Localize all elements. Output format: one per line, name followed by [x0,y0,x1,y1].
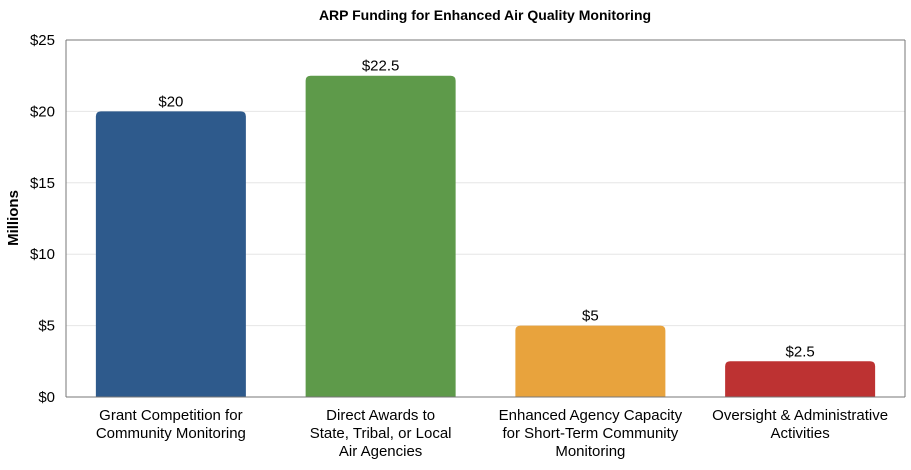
x-tick-label: Oversight & Administrative [712,407,888,424]
data-label: $22.5 [362,58,400,75]
chart-title: ARP Funding for Enhanced Air Quality Mon… [319,7,651,23]
x-tick-label: for Short-Term Community [502,425,678,442]
bar [305,75,456,397]
x-tick-label: Community Monitoring [96,425,246,442]
y-tick-label: $25 [30,32,55,49]
y-tick-label: $5 [38,318,55,335]
x-tick-label: Direct Awards to [326,407,435,424]
data-label: $20 [158,93,183,110]
x-tick-label: Air Agencies [339,443,422,460]
bar [515,325,666,397]
bar [725,361,876,397]
y-tick-label: $10 [30,246,55,263]
y-axis-label: Millions [5,190,22,246]
x-tick-label: Grant Competition for [99,407,242,424]
y-tick-label: $20 [30,103,55,120]
x-tick-label: Enhanced Agency Capacity [499,407,683,424]
x-tick-label: Monitoring [555,443,625,460]
x-tick-label: Activities [771,425,830,442]
y-tick-label: $0 [38,389,55,406]
data-label: $5 [582,308,599,325]
bar [95,111,246,398]
data-label: $2.5 [786,343,815,360]
y-tick-label: $15 [30,175,55,192]
x-tick-label: State, Tribal, or Local [310,425,452,442]
